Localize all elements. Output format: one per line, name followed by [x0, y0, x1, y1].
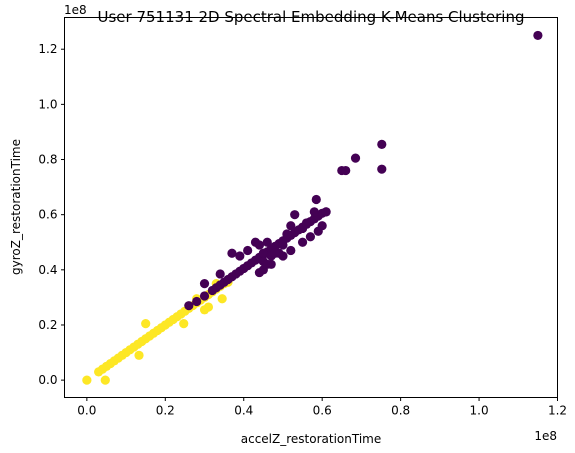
- data-point: [270, 248, 280, 258]
- x-axis-label: accelZ_restorationTime: [241, 432, 381, 446]
- y-axis-ticks: 0.0 0.2 0.4 0.6 0.8 1.0 1.2: [38, 42, 65, 387]
- y-offset-label: 1e8: [64, 3, 87, 17]
- y-tick-label: 0.4: [38, 263, 57, 277]
- data-point: [301, 218, 312, 228]
- data-point: [199, 279, 210, 289]
- y-tick-label: 1.2: [38, 42, 57, 56]
- points-layer: [82, 30, 543, 385]
- data-point: [179, 319, 189, 329]
- data-point: [254, 240, 265, 250]
- data-point: [258, 248, 268, 258]
- data-point: [305, 232, 316, 242]
- data-point: [215, 269, 225, 279]
- data-point: [350, 153, 361, 163]
- x-axis-ticks: 0.0 0.2 0.4 0.6 0.8 1.0 1.2: [77, 397, 567, 418]
- data-point: [82, 375, 92, 385]
- data-point: [134, 350, 144, 360]
- data-point: [235, 251, 245, 261]
- data-point: [311, 194, 321, 205]
- data-point: [227, 248, 237, 258]
- x-tick-label: 0.6: [313, 404, 332, 418]
- data-point: [217, 294, 227, 304]
- y-tick-label: 0.6: [38, 208, 57, 222]
- y-axis-label: gyroZ_restorationTime: [9, 139, 23, 275]
- data-point: [286, 245, 296, 256]
- x-offset-label: 1e8: [534, 429, 557, 443]
- data-point: [317, 221, 327, 231]
- y-tick-label: 0.0: [38, 373, 57, 387]
- data-point: [282, 229, 292, 239]
- x-tick-label: 0.0: [77, 404, 96, 418]
- data-point: [533, 30, 543, 41]
- data-point: [141, 319, 151, 329]
- data-point: [184, 301, 194, 311]
- x-tick-label: 0.4: [234, 404, 253, 418]
- data-point: [321, 207, 331, 217]
- chart-title: User 751131 2D Spectral Embedding K-Mean…: [98, 8, 525, 26]
- plot-area-frame: [64, 17, 558, 398]
- data-point: [262, 259, 272, 269]
- data-point: [341, 165, 351, 176]
- data-point: [203, 302, 214, 312]
- data-point: [278, 240, 288, 250]
- y-tick-label: 0.8: [38, 153, 57, 167]
- x-tick-label: 0.8: [391, 404, 410, 418]
- x-tick-label: 1.0: [470, 404, 489, 418]
- data-point: [309, 207, 319, 217]
- data-point: [243, 245, 253, 256]
- data-point: [262, 237, 272, 247]
- data-point: [377, 139, 387, 149]
- data-point: [290, 210, 300, 220]
- y-tick-label: 1.0: [38, 97, 57, 111]
- x-tick-label: 1.2: [548, 404, 567, 418]
- data-point: [297, 237, 308, 247]
- data-point: [100, 375, 110, 385]
- data-point: [192, 296, 202, 307]
- data-point: [286, 221, 296, 231]
- y-tick-label: 0.2: [38, 318, 57, 332]
- x-tick-label: 0.2: [156, 404, 175, 418]
- data-point: [377, 164, 387, 174]
- data-point: [199, 291, 210, 301]
